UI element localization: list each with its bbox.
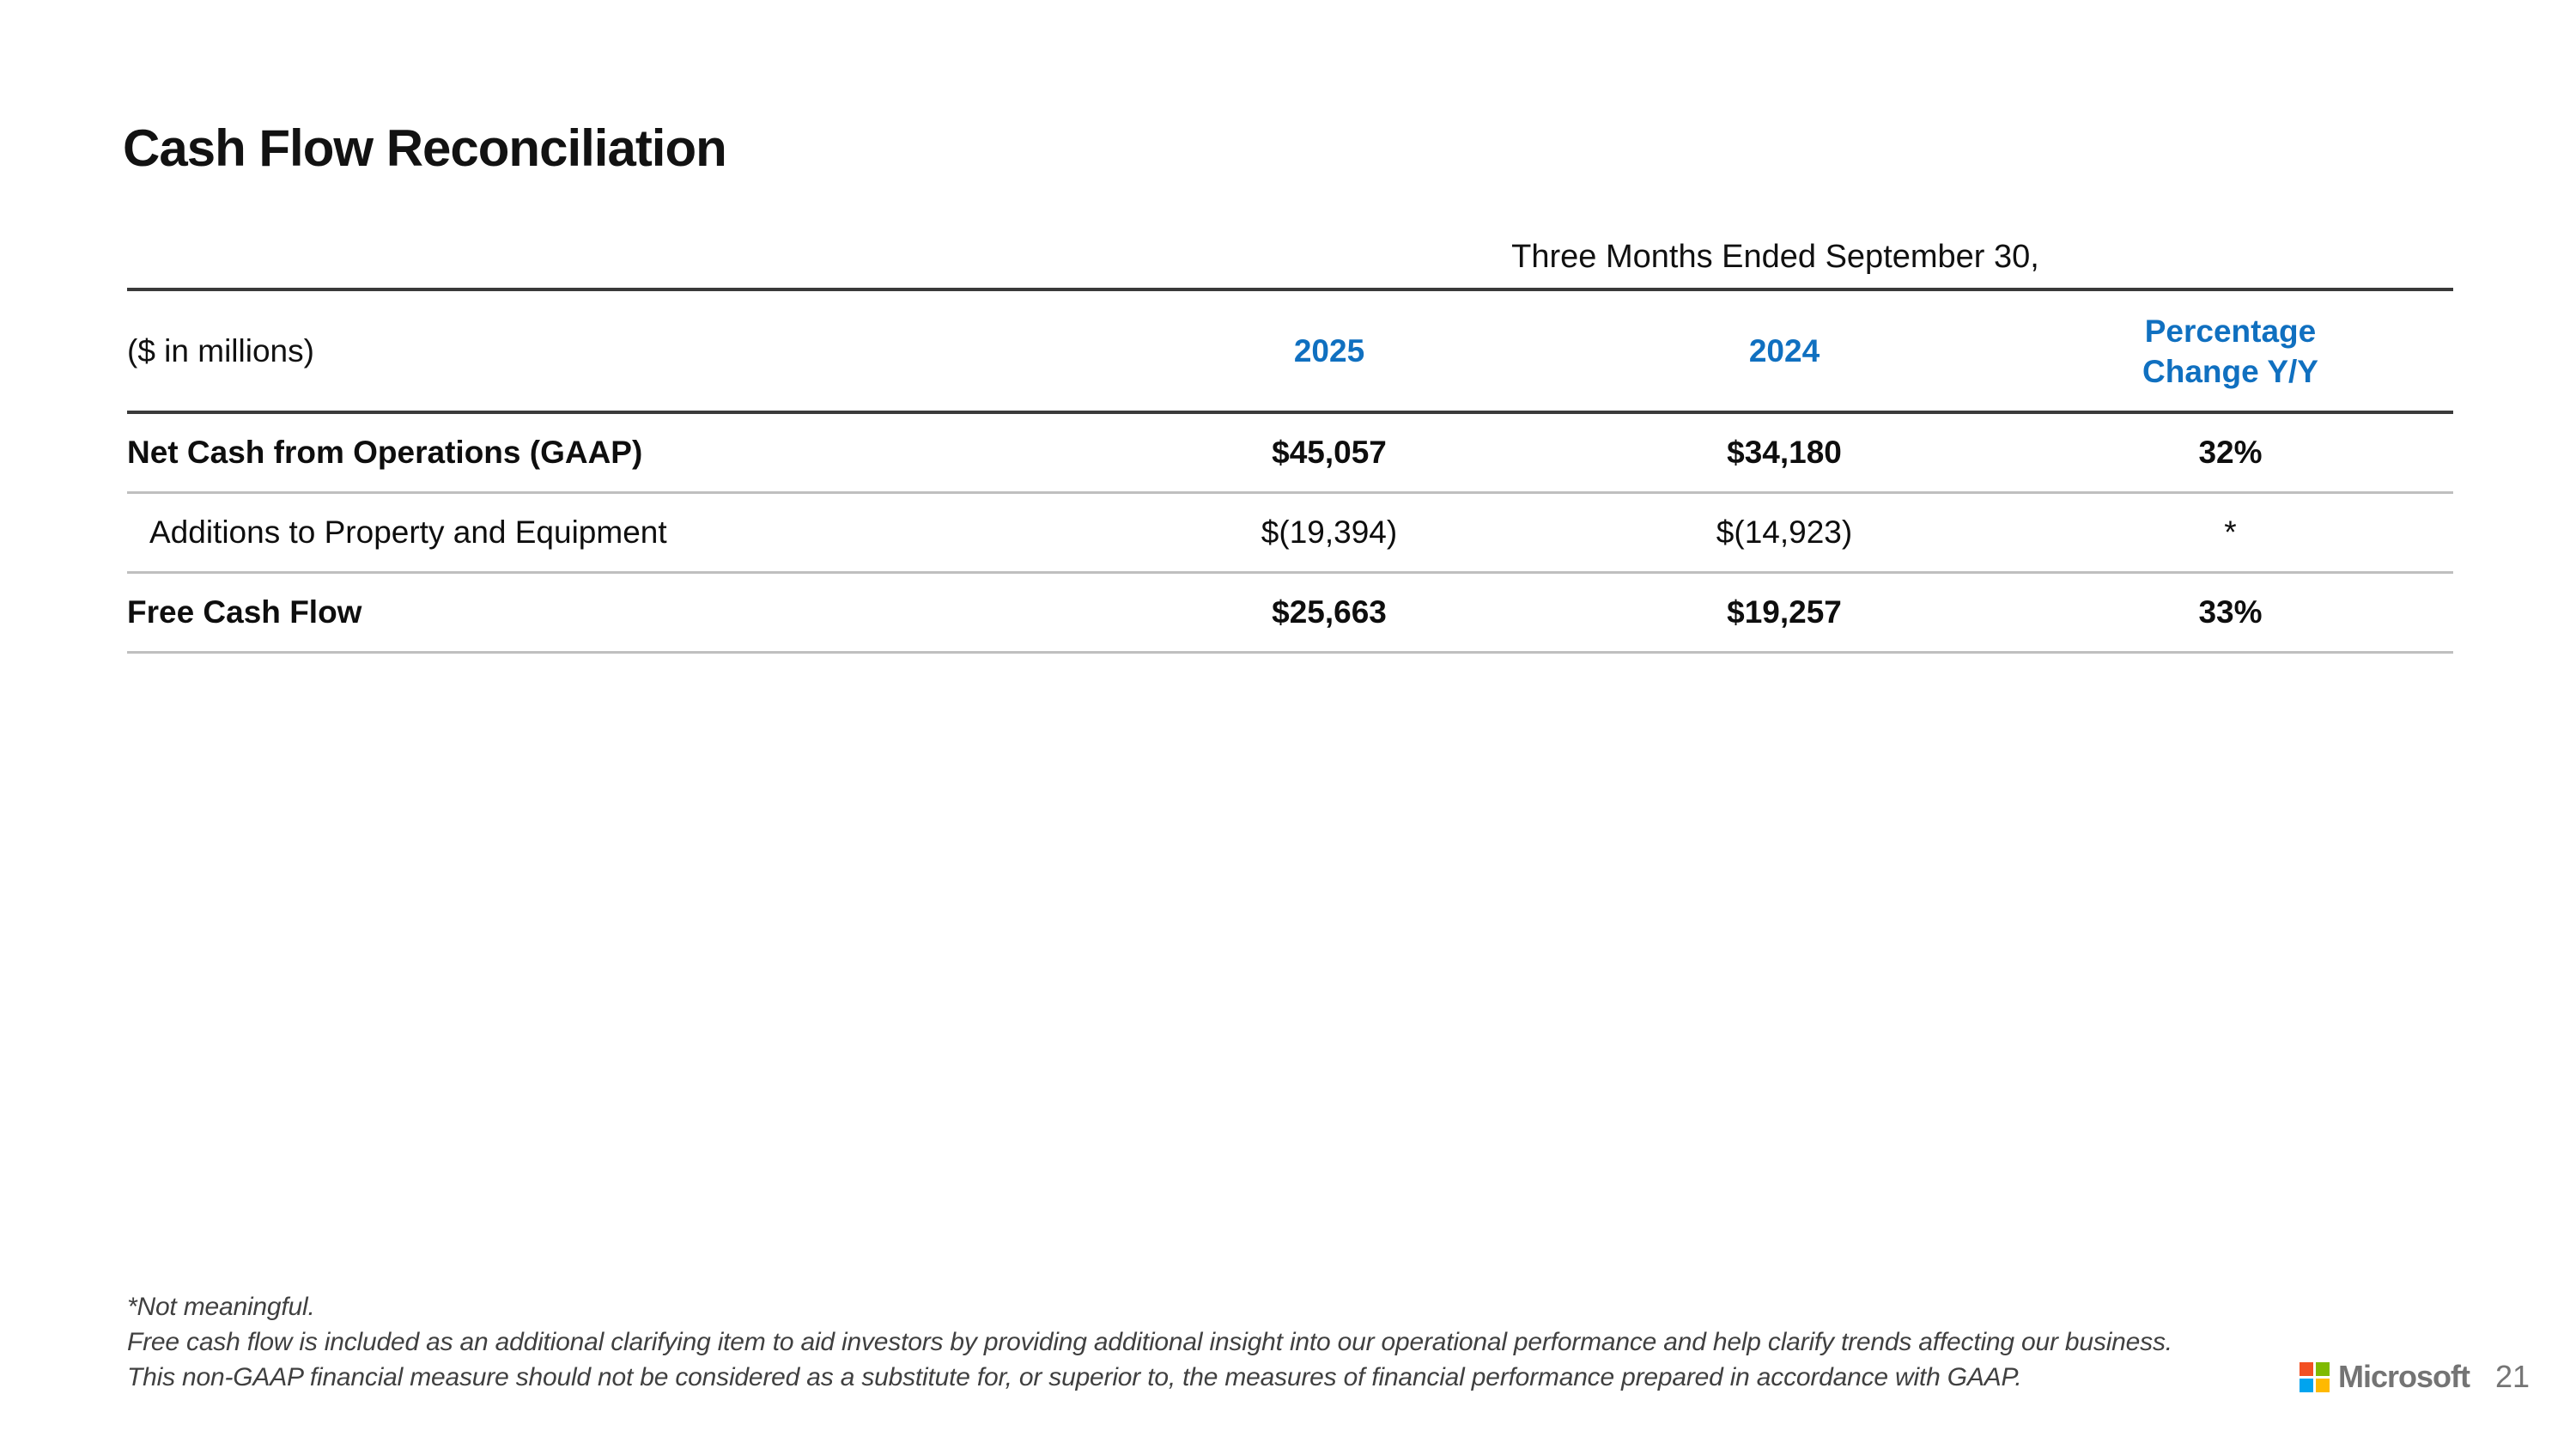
row-label: Additions to Property and Equipment <box>149 514 667 550</box>
microsoft-wordmark: Microsoft <box>2338 1359 2470 1394</box>
ms-square-red <box>2300 1361 2313 1376</box>
value-2024: $34,180 <box>1727 435 1842 470</box>
footnote-line-1: Free cash flow is included as an additio… <box>127 1328 2172 1356</box>
col-header-change-line1: Percentage <box>2144 313 2317 349</box>
footnote-not-meaningful: *Not meaningful. <box>127 1293 315 1321</box>
footnote-line-2: This non-GAAP financial measure should n… <box>127 1363 2022 1391</box>
value-2024: $19,257 <box>1727 594 1842 630</box>
ms-square-blue <box>2300 1378 2313 1392</box>
period-header-spacer <box>127 226 1097 288</box>
period-header: Three Months Ended September 30, <box>1511 239 2039 275</box>
value-2025: $(19,394) <box>1261 514 1398 550</box>
cash-flow-table: Three Months Ended September 30, ($ in m… <box>127 226 2453 654</box>
value-2025: $45,057 <box>1272 435 1387 470</box>
col-header-2024: 2024 <box>1748 332 1820 368</box>
value-change: * <box>2224 514 2237 550</box>
unit-label: ($ in millions) <box>127 332 314 368</box>
value-change: 33% <box>2198 594 2263 630</box>
microsoft-squares-icon <box>2300 1361 2330 1392</box>
col-header-change: Percentage Change Y/Y <box>2008 291 2453 411</box>
table-row-free-cash-flow: Free Cash Flow $25,663 $19,257 33% <box>127 574 2453 654</box>
page-number: 21 <box>2495 1359 2530 1394</box>
table-row-net-cash-operations: Net Cash from Operations (GAAP) $45,057 … <box>127 414 2453 494</box>
value-2024: $(14,923) <box>1716 514 1853 550</box>
ms-square-yellow <box>2316 1378 2330 1392</box>
row-label: Net Cash from Operations (GAAP) <box>127 435 643 470</box>
footnotes: *Not meaningful. Free cash flow is inclu… <box>127 1289 2172 1395</box>
value-change: 32% <box>2198 435 2263 470</box>
table-row-additions-ppe: Additions to Property and Equipment $(19… <box>127 494 2453 574</box>
value-2025: $25,663 <box>1272 594 1387 630</box>
microsoft-logo: Microsoft 21 <box>2300 1359 2530 1395</box>
col-header-2025: 2025 <box>1293 332 1365 368</box>
ms-square-green <box>2316 1361 2330 1376</box>
row-label: Free Cash Flow <box>127 594 362 630</box>
page-title: Cash Flow Reconciliation <box>123 119 727 177</box>
period-header-row: Three Months Ended September 30, <box>127 226 2453 291</box>
column-header-row: ($ in millions) 2025 2024 Percentage Cha… <box>127 291 2453 414</box>
col-header-change-line2: Change Y/Y <box>2142 353 2318 389</box>
